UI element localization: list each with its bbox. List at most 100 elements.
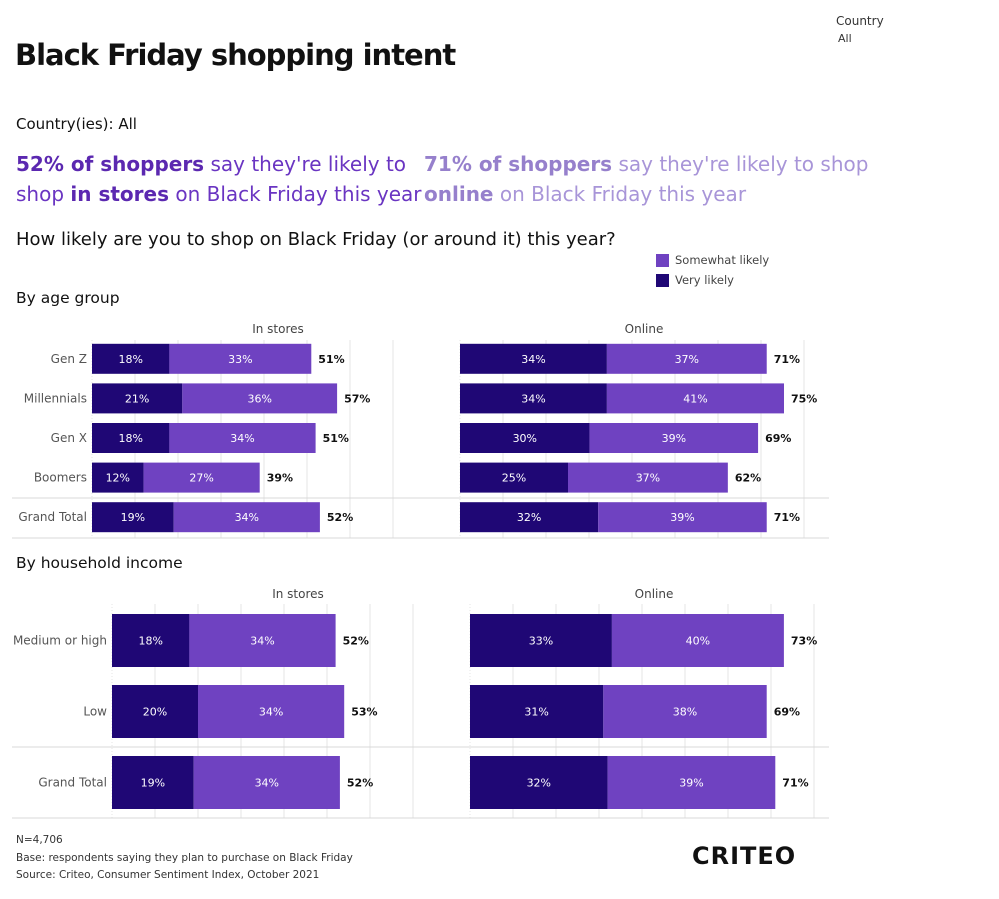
data-label-somewhat-likely: 38% <box>673 706 697 719</box>
data-label-somewhat-likely: 34% <box>235 511 259 524</box>
data-label-very-likely: 25% <box>502 472 526 485</box>
kpi-online-channel: online <box>424 182 494 206</box>
data-label-somewhat-likely: 34% <box>255 777 279 790</box>
data-label-total: 53% <box>351 706 377 719</box>
bar-somewhat-likely <box>182 383 338 414</box>
bar-somewhat-likely <box>607 756 776 809</box>
bar-somewhat-likely <box>603 685 767 738</box>
data-label-total: 51% <box>323 432 349 445</box>
bar-very-likely <box>460 462 568 493</box>
criteo-logo: CRITEO <box>692 842 797 870</box>
bar-very-likely <box>112 685 198 738</box>
legend-label-somewhat: Somewhat likely <box>675 253 770 267</box>
kpi-stores-mid: say they're likely to <box>204 152 407 176</box>
kpi-stores-line2a: shop <box>16 182 71 206</box>
bar-somewhat-likely <box>611 614 784 667</box>
sample-size: N=4,706 <box>16 834 63 846</box>
data-label-very-likely: 18% <box>118 353 142 366</box>
survey-question: How likely are you to shop on Black Frid… <box>16 229 616 250</box>
data-label-very-likely: 18% <box>118 432 142 445</box>
data-label-very-likely: 34% <box>521 392 545 405</box>
legend-label-very: Very likely <box>675 273 734 287</box>
data-label-very-likely: 34% <box>521 353 545 366</box>
panel-header-online: Online <box>635 587 674 601</box>
bar-somewhat-likely <box>606 343 767 374</box>
data-label-very-likely: 18% <box>138 635 162 648</box>
category-label-gen-x: Gen X <box>51 431 87 445</box>
data-label-total: 57% <box>344 392 370 405</box>
bar-somewhat-likely <box>143 462 260 493</box>
legend-item-somewhat: Somewhat likely <box>656 250 769 270</box>
data-label-total: 52% <box>327 511 353 524</box>
data-label-total: 69% <box>765 432 791 445</box>
source-note: Source: Criteo, Consumer Sentiment Index… <box>16 869 320 881</box>
country-filter-label: Country <box>836 14 884 28</box>
data-label-somewhat-likely: 36% <box>247 392 271 405</box>
data-label-very-likely: 12% <box>106 472 130 485</box>
data-label-total: 69% <box>774 706 800 719</box>
bar-very-likely <box>112 756 194 809</box>
chart-legend: Somewhat likely Very likely <box>656 250 769 290</box>
kpi-stores-pct: 52% of shoppers <box>16 152 205 176</box>
bar-very-likely <box>112 614 190 667</box>
bar-very-likely <box>92 383 183 414</box>
data-label-somewhat-likely: 39% <box>679 777 703 790</box>
data-label-total: 52% <box>347 777 373 790</box>
bar-somewhat-likely <box>169 423 316 453</box>
data-label-somewhat-likely: 40% <box>686 635 710 648</box>
legend-swatch-somewhat <box>656 253 669 267</box>
panel-header-in-stores: In stores <box>272 587 324 601</box>
data-label-total: 62% <box>735 472 761 485</box>
data-label-very-likely: 31% <box>524 706 548 719</box>
data-label-somewhat-likely: 34% <box>250 635 274 648</box>
bar-very-likely <box>92 462 144 493</box>
kpi-online: 71% of shoppers say they're likely to sh… <box>424 149 868 209</box>
bar-somewhat-likely <box>606 383 784 414</box>
bar-somewhat-likely <box>169 343 312 374</box>
category-label-gen-z: Gen Z <box>51 352 87 366</box>
country-filter-value[interactable]: All <box>838 32 852 45</box>
data-label-total: 52% <box>343 635 369 648</box>
panel-header-online: Online <box>625 322 664 336</box>
kpi-online-line2b: on Black Friday this year <box>493 182 747 206</box>
data-label-somewhat-likely: 39% <box>670 511 694 524</box>
bar-very-likely <box>92 502 174 533</box>
bar-somewhat-likely <box>173 502 320 533</box>
kpi-online-mid: say they're likely to shop <box>612 152 869 176</box>
kpi-stores-line2b: on Black Friday this year <box>168 182 422 206</box>
bar-somewhat-likely <box>598 502 767 533</box>
bar-very-likely <box>470 614 612 667</box>
category-label-millennials: Millennials <box>24 391 87 405</box>
data-label-very-likely: 32% <box>527 777 551 790</box>
category-label-grand-total: Grand Total <box>18 510 87 524</box>
bar-very-likely <box>470 685 604 738</box>
panel-header-in-stores: In stores <box>252 322 304 336</box>
data-label-somewhat-likely: 37% <box>636 472 660 485</box>
base-note: Base: respondents saying they plan to pu… <box>16 851 353 864</box>
legend-item-very: Very likely <box>656 270 769 290</box>
data-label-somewhat-likely: 41% <box>683 392 707 405</box>
country-line: Country(ies): All <box>16 115 137 133</box>
bar-very-likely <box>470 756 608 809</box>
kpi-online-pct: 71% of shoppers <box>424 152 613 176</box>
bar-somewhat-likely <box>198 685 345 738</box>
bar-somewhat-likely <box>568 462 728 493</box>
data-label-very-likely: 32% <box>517 511 541 524</box>
kpi-stores-channel: in stores <box>70 182 169 206</box>
category-label-medium-or-high: Medium or high <box>13 634 107 648</box>
data-label-total: 71% <box>782 777 808 790</box>
data-label-somewhat-likely: 39% <box>662 432 686 445</box>
bar-somewhat-likely <box>193 756 340 809</box>
category-label-low: Low <box>83 705 107 719</box>
data-label-total: 39% <box>267 472 293 485</box>
data-label-somewhat-likely: 37% <box>675 353 699 366</box>
data-label-total: 75% <box>791 392 817 405</box>
section-title-age: By age group <box>16 289 120 307</box>
footnotes: N=4,706 Base: respondents saying they pl… <box>16 832 353 885</box>
data-label-somewhat-likely: 34% <box>230 432 254 445</box>
category-label-grand-total: Grand Total <box>38 776 107 790</box>
bar-somewhat-likely <box>189 614 336 667</box>
data-label-very-likely: 33% <box>529 635 553 648</box>
bar-very-likely <box>460 343 607 374</box>
